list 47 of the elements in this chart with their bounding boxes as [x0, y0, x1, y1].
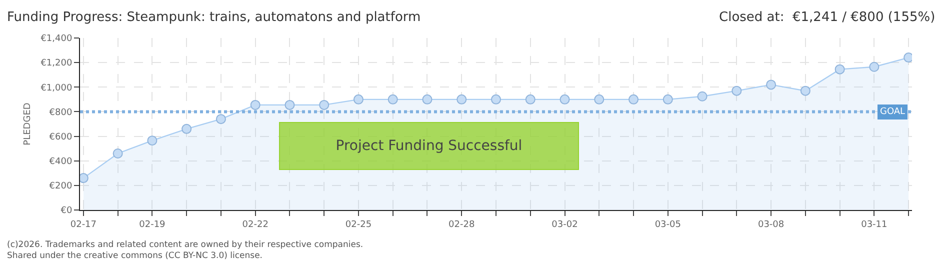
- y-tick-label: €400: [49, 157, 72, 168]
- x-tick-label: 02-22: [242, 220, 268, 230]
- y-tick-label: €0: [60, 206, 72, 216]
- text: (c)2026. Trademarks and related content are owned by their respective companies.: [7, 240, 364, 250]
- x-tick-label: 03-08: [758, 220, 784, 230]
- point: [662, 94, 673, 104]
- success-banner: Project Funding Successful: [279, 122, 579, 170]
- text: Shared under the creative commons (CC BY-NC 3.0) license.: [7, 251, 263, 261]
- point: [732, 86, 742, 96]
- point: [800, 86, 810, 96]
- point: [525, 94, 536, 104]
- point: [353, 94, 364, 104]
- point: [182, 124, 192, 134]
- point: [216, 114, 226, 124]
- x-tick-label: 02-28: [448, 220, 475, 230]
- x-tick-label: 03-11: [861, 220, 888, 230]
- y-tick-label: €1,000: [40, 83, 72, 94]
- y-tick-label: €600: [49, 132, 72, 142]
- point: [388, 94, 398, 104]
- y-tick-label: €1,400: [40, 34, 72, 44]
- point: [112, 148, 123, 158]
- chart-title: Funding Progress: Steampunk: trains, automatons and platform: [7, 10, 421, 25]
- point: [456, 94, 467, 104]
- ref-line-label: GOAL: [880, 107, 906, 117]
- point: [319, 100, 330, 110]
- x-tick-label: 02-19: [139, 220, 166, 230]
- y-axis-title: PLEDGED: [23, 102, 34, 146]
- x-tick-label: 02-25: [345, 220, 372, 230]
- point: [491, 94, 501, 104]
- point: [250, 100, 260, 110]
- point: [560, 94, 570, 104]
- point: [869, 62, 880, 72]
- x-tick-label: 03-02: [552, 220, 578, 230]
- y-tick-label: €200: [49, 182, 72, 192]
- point: [422, 94, 432, 104]
- x-tick-label: 02-17: [70, 220, 97, 230]
- chart-subtitle: Closed at: €1,241 / €800 (155%): [719, 10, 936, 25]
- y-tick-label: €800: [49, 108, 72, 118]
- point: [628, 94, 639, 104]
- point: [594, 94, 604, 104]
- point: [766, 80, 776, 90]
- x-tick-label: 03-05: [654, 220, 681, 230]
- point: [284, 100, 295, 110]
- point: [834, 64, 845, 74]
- point: [147, 136, 158, 146]
- point: [697, 91, 708, 102]
- y-tick-label: €1,200: [40, 58, 72, 69]
